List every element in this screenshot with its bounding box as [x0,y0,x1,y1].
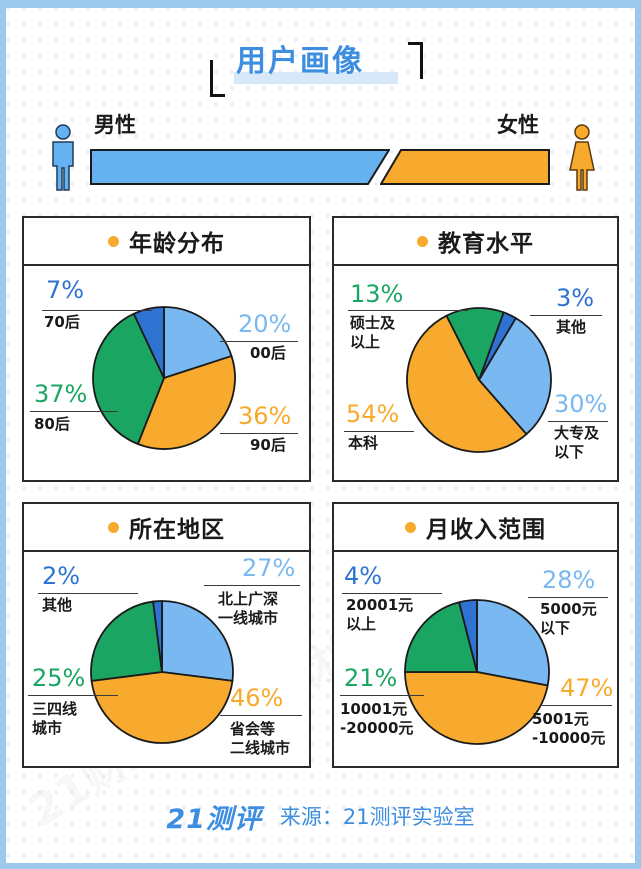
cat-label-70hou: 70后 [44,313,80,331]
male-bar [90,149,390,185]
panel-title-region: 所在地区 [129,517,225,543]
pct-label-90hou: 36% [238,402,292,430]
leader-line [342,593,442,594]
pct-label-70hou: 7% [46,276,85,304]
panel-title-age: 年龄分布 [129,231,225,257]
female-icon [569,124,595,191]
pie-slice-2-0 [161,600,234,682]
cat-label-other-edu: 其他 [556,318,587,336]
panel-header: 教育水平 [334,218,617,266]
leader-line [204,585,300,586]
cat-label-bachelor: 本科 [348,434,379,452]
panel-region: 所在地区 2% 其他 27% 北上广深 一线城市 25% 三四线 城市 46% … [22,502,311,768]
panel-title-education: 教育水平 [438,231,534,257]
leader-line [28,695,118,696]
pie-slice-2-1 [90,671,234,744]
leader-line [30,411,118,412]
panel-header: 月收入范围 [334,504,617,552]
pie-slice-1-3 [445,307,505,381]
pct-label-tier1: 27% [242,554,296,582]
pct-label-10001: 21% [344,664,398,692]
male-label: 男性 [94,113,136,137]
leader-line [220,715,302,716]
pie-slice-0-3 [132,306,165,379]
leader-line [220,341,298,342]
pct-label-bachelor: 54% [346,400,400,428]
cat-label-80hou: 80后 [34,415,70,433]
cat-label-below5000: 5000元 以下 [540,600,597,637]
panel-age: 年龄分布 7% 70后 20% 00后 37% 80后 36% 90后 [22,216,311,482]
pie-slice-2-3 [152,600,163,673]
leader-line [348,310,468,311]
leader-line [220,433,298,434]
pct-label-00hou: 20% [238,310,292,338]
bracket-left [210,60,225,97]
bullet-dot [108,521,119,533]
leader-line [542,705,612,706]
bracket-right [408,42,423,79]
pie-slice-2-2 [90,600,163,682]
leader-line [530,315,602,316]
panel-income: 月收入范围 4% 20001元 以上 28% 5000元 以下 21% 1000… [332,502,619,768]
pie-income [404,599,550,745]
pct-label-below5000: 28% [542,566,596,594]
bullet-dot [405,521,416,533]
pie-slice-0-0 [163,306,233,379]
pct-label-master: 13% [350,280,404,308]
pie-region [90,600,234,744]
panel-header: 年龄分布 [24,218,309,266]
pie-slice-3-3 [458,599,478,673]
pct-label-other-region: 2% [42,562,81,590]
cat-label-other-region: 其他 [42,596,73,614]
pct-label-college: 30% [554,390,608,418]
leader-line [344,431,414,432]
panel-header: 所在地区 [24,504,309,552]
brand-logo: 21测评 [166,803,262,835]
page-title-block: 用户画像 [208,38,424,100]
cat-label-college: 大专及 以下 [554,424,600,461]
female-bar [380,149,550,185]
pie-slice-1-1 [478,317,552,436]
pct-label-5001: 47% [560,674,614,702]
source-text: 来源：21测评实验室 [279,805,475,829]
pie-slice-3-1 [404,671,549,745]
panel-title-income: 月收入范围 [426,517,546,543]
cat-label-90hou: 90后 [250,436,286,454]
cat-label-master: 硕士及 以上 [350,314,396,351]
pie-slice-3-2 [404,601,478,673]
panel-education: 教育水平 13% 硕士及 以上 3% 其他 54% 本科 30% 大专及 以下 [332,216,619,482]
pie-slice-0-1 [136,355,236,450]
cat-label-tier34: 三四线 城市 [32,700,78,737]
pct-label-tier34: 25% [32,664,86,692]
pct-label-tier2: 46% [230,684,284,712]
bullet-dot [108,235,119,247]
leader-line [38,593,138,594]
cat-label-5001: 5001元 -10000元 [532,710,606,747]
cat-label-tier2: 省会等 二线城市 [230,720,291,757]
pct-label-other-edu: 3% [556,284,595,312]
female-label: 女性 [497,113,539,137]
cat-label-10001: 10001元 -20000元 [340,700,414,737]
pie-slice-3-0 [476,599,550,687]
page-title: 用户画像 [236,44,364,79]
cat-label-tier1: 北上广深 一线城市 [218,590,279,627]
pct-label-20001: 4% [344,562,383,590]
bullet-dot [417,235,428,247]
cat-label-20001: 20001元 以上 [346,596,414,633]
male-icon [52,124,74,191]
leader-line [528,597,608,598]
cat-label-00hou: 00后 [250,344,286,362]
pct-label-80hou: 37% [34,380,88,408]
footer: 21测评 来源：21测评实验室 [0,796,641,836]
pie-education [406,307,552,453]
leader-line [340,695,424,696]
leader-line [42,310,152,311]
pie-slice-1-2 [406,314,528,453]
leader-line [548,421,608,422]
